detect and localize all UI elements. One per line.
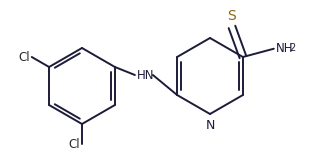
Text: 2: 2 (289, 43, 295, 53)
Text: N: N (205, 119, 215, 132)
Text: Cl: Cl (18, 51, 30, 63)
Text: NH: NH (276, 42, 293, 55)
Text: Cl: Cl (68, 138, 80, 150)
Text: S: S (228, 9, 236, 23)
Text: HN: HN (137, 69, 154, 81)
